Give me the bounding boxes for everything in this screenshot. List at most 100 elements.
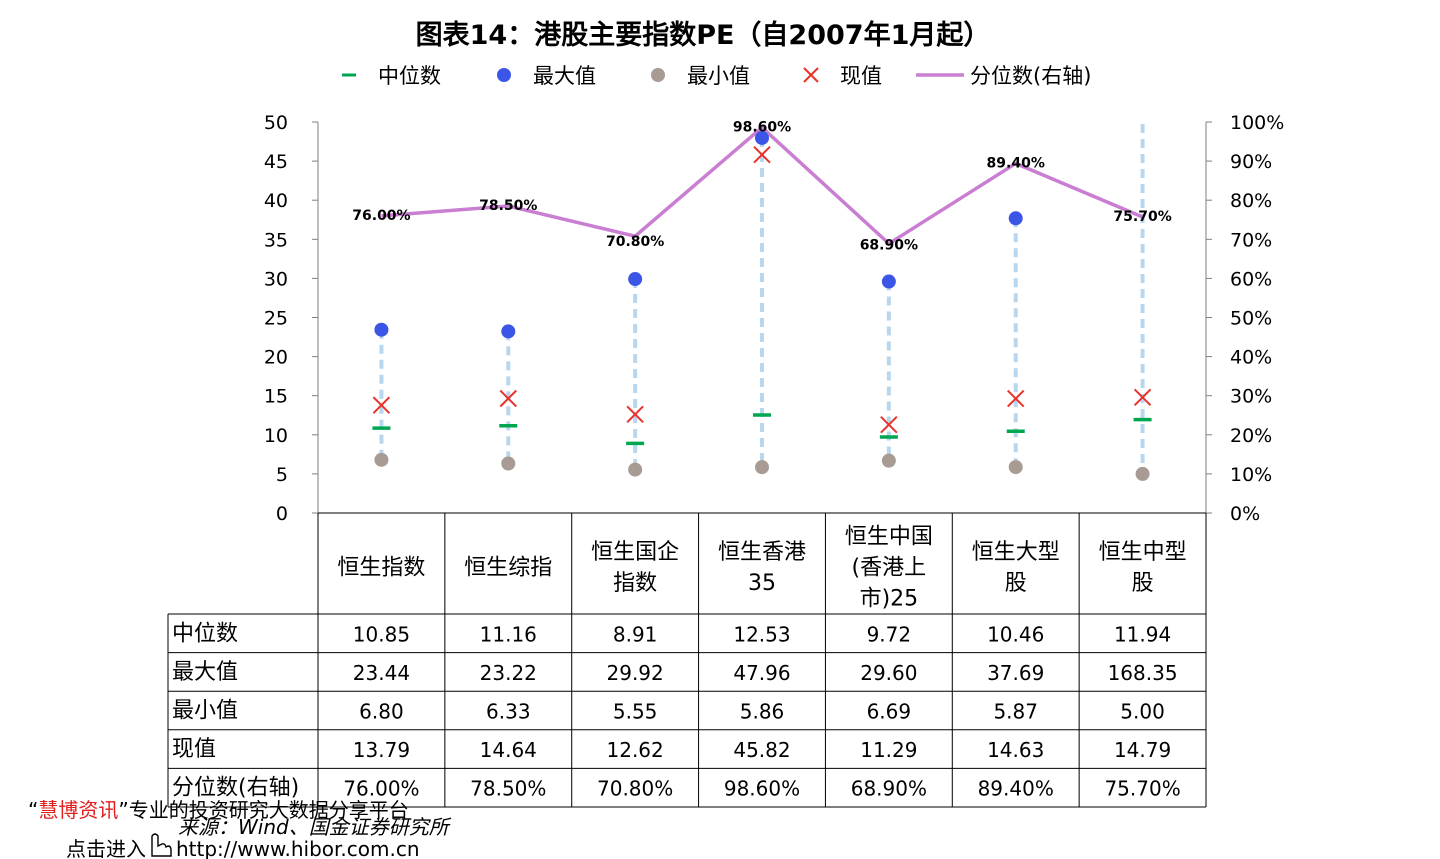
max-point	[628, 272, 643, 287]
right-tick-label: 80%	[1230, 190, 1272, 212]
table-cell: 8.91	[613, 622, 658, 646]
right-tick-label: 30%	[1230, 386, 1272, 408]
min-point	[881, 453, 896, 468]
table-cell: 10.85	[353, 622, 410, 646]
svg-text:http://www.hibor.com.cn: http://www.hibor.com.cn	[176, 837, 420, 859]
legend-label: 最大值	[533, 64, 596, 88]
category-label: 恒生大型	[972, 540, 1060, 565]
table-cell: 14.64	[480, 738, 537, 762]
table-cell: 78.50%	[470, 777, 546, 801]
table-cell: 12.62	[607, 738, 664, 762]
category-label: 股	[1132, 571, 1154, 596]
category-label: 恒生香港	[718, 540, 806, 565]
min-point	[755, 460, 769, 475]
table-cell: 14.63	[987, 738, 1044, 762]
right-tick-label: 40%	[1230, 347, 1272, 369]
table-cell: 6.33	[486, 700, 531, 724]
category-label: 恒生中国	[845, 525, 933, 550]
left-tick-label: 40	[264, 190, 288, 212]
max-point	[881, 274, 896, 289]
table-cell: 23.22	[480, 661, 537, 685]
percentile-label: 78.50%	[479, 198, 537, 214]
left-tick-label: 30	[264, 268, 288, 290]
category-label: (香港上	[852, 556, 927, 581]
category-label: 恒生综指	[464, 556, 552, 581]
legend-label: 中位数	[378, 64, 441, 88]
legend-item: 现值	[803, 64, 882, 88]
legend-item: 中位数	[342, 64, 441, 88]
legend-item: 最小值	[651, 64, 750, 88]
legend-label: 现值	[840, 64, 882, 88]
watermark-slogan: 专业的投资研究大数据分享平台	[129, 798, 409, 822]
category-label: 35	[748, 571, 776, 596]
legend-label: 最小值	[687, 64, 750, 88]
legend-item: 最大值	[497, 64, 596, 88]
table-cell: 9.72	[867, 622, 912, 646]
left-tick-label: 50	[264, 112, 288, 134]
table-cell: 68.90%	[851, 777, 927, 801]
percentile-line	[381, 125, 1144, 246]
current-mark	[753, 145, 771, 164]
percentile-label: 89.40%	[987, 155, 1045, 171]
percentile-label: 68.90%	[860, 238, 918, 254]
left-tick-label: 10	[264, 425, 288, 447]
table-cell: 11.16	[480, 622, 537, 646]
min-point	[1135, 466, 1150, 481]
table-cell: 70.80%	[597, 777, 673, 801]
current-mark	[626, 405, 644, 424]
table-cell: 45.82	[733, 738, 790, 762]
current-mark	[1133, 388, 1152, 407]
table-cell: 6.80	[359, 700, 404, 724]
table-cell: 89.40%	[978, 777, 1054, 801]
category-label: 恒生国企	[591, 540, 679, 565]
min-point	[628, 462, 643, 477]
table-cell: 5.00	[1120, 700, 1165, 724]
percentile-label: 76.00%	[352, 208, 410, 224]
category-label: 恒生中型	[1099, 540, 1187, 565]
legend-swatch	[651, 68, 665, 82]
table-cell: 5.87	[993, 700, 1038, 724]
table-cell: 76.00%	[343, 777, 419, 801]
watermark-brand: 慧博资讯	[38, 798, 118, 822]
watermark-link[interactable]: http://www.hibor.com.cn	[176, 837, 420, 859]
chart-title: 图表14：港股主要指数PE（自2007年1月起）	[416, 19, 991, 51]
watermark: “慧博资讯”专业的投资研究大数据分享平台 点击进入 http://www.hib…	[28, 798, 420, 859]
right-tick-label: 60%	[1230, 268, 1272, 290]
left-tick-label: 25	[264, 308, 288, 330]
category-label: 股	[1005, 571, 1027, 596]
table-cell: 37.69	[987, 661, 1044, 685]
max-point	[755, 130, 769, 145]
watermark-quote-close: ”	[118, 798, 128, 822]
left-tick-label: 35	[264, 229, 288, 251]
right-tick-label: 0%	[1230, 503, 1260, 525]
table-cell: 5.55	[613, 700, 658, 724]
table-cell: 98.60%	[724, 777, 800, 801]
right-tick-label: 100%	[1230, 112, 1284, 134]
chart-marks: 76.00% 78.50% 70.80% 98.60% 68.90% 89.40% 75.7…	[352, 119, 1172, 481]
table-cell: 5.86	[740, 700, 785, 724]
table-cell: 29.60	[860, 661, 917, 685]
min-point	[501, 456, 516, 471]
table-row-header: 中位数	[172, 621, 238, 646]
current-mark	[499, 389, 517, 408]
left-tick-label: 45	[264, 151, 288, 173]
legend-label: 分位数(右轴)	[970, 64, 1091, 88]
left-tick-label: 15	[264, 386, 288, 408]
source-note: 来源：Wind、国金证券研究所	[178, 815, 452, 839]
table-cell: 29.92	[607, 661, 664, 685]
current-mark	[372, 396, 391, 414]
left-tick-label: 0	[276, 503, 288, 525]
table-cell: 12.53	[733, 622, 790, 646]
watermark-quote-open: “	[28, 798, 38, 822]
category-label: 恒生指数	[337, 556, 425, 581]
right-tick-label: 90%	[1230, 151, 1272, 173]
watermark-prompt: 点击进入	[66, 837, 146, 859]
percentile-label: 70.80%	[606, 234, 664, 250]
table-row-header: 最大值	[172, 660, 238, 685]
table-cell: 11.29	[860, 738, 917, 762]
axes: 0 5 10 15 20 25 30 35 40 45 50 0% 10% 20% 30% 40% 50% 60%…	[264, 112, 1285, 525]
watermark-line-1: “慧博资讯”专业的投资研究大数据分享平台	[28, 798, 409, 822]
category-label: 市)25	[860, 587, 919, 612]
